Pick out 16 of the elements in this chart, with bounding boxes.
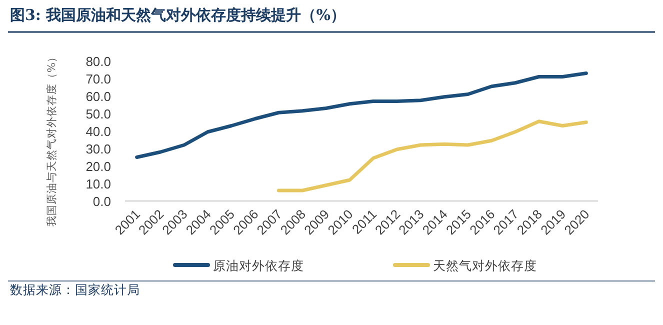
legend-label: 天然气对外依存度 xyxy=(433,258,537,273)
y-tick-label: 10.0 xyxy=(86,176,111,192)
y-tick-label: 40.0 xyxy=(86,124,111,139)
y-tick-label: 70.0 xyxy=(86,72,111,86)
legend-label: 原油对外依存度 xyxy=(213,258,304,273)
y-tick-label: 30.0 xyxy=(86,142,111,156)
y-tick-label: 80.0 xyxy=(86,54,111,69)
y-axis-title: 我国原油与天然气对外依存度（%） xyxy=(45,52,58,226)
y-tick-label: 60.0 xyxy=(86,89,111,104)
y-tick-label: 20.0 xyxy=(86,159,111,174)
chart-title: 图3: 我国原油和天然气对外依存度持续提升（%） xyxy=(10,6,346,24)
line-series xyxy=(135,72,588,159)
y-tick-label: 50.0 xyxy=(86,106,111,122)
line-series xyxy=(276,120,588,192)
source-note: 数据来源：国家统计局 xyxy=(10,282,140,297)
y-tick-label: 0.0 xyxy=(92,194,111,209)
